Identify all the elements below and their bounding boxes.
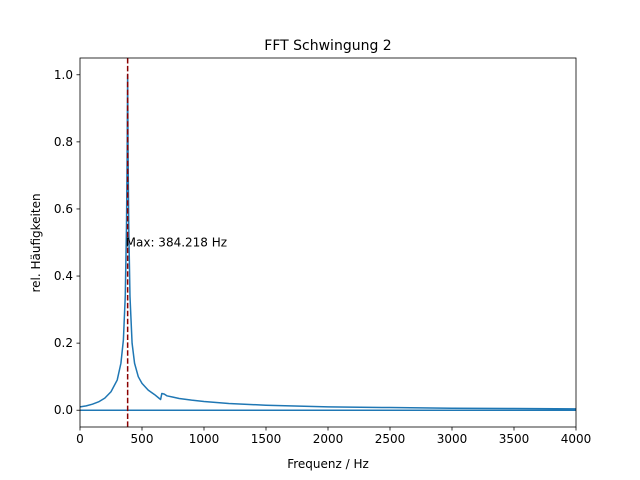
x-tick-label: 1500: [251, 432, 282, 446]
y-axis-label: rel. Häufigkeiten: [29, 193, 43, 292]
x-axis-label: Frequenz / Hz: [287, 457, 369, 471]
y-tick-label: 0.2: [54, 336, 73, 350]
clipped-marks: [80, 58, 576, 427]
y-tick-label: 0.6: [54, 202, 73, 216]
x-tick-label: 4000: [561, 432, 592, 446]
axis-ticks: 0 500 1000 1500 2000 2500 3000 3500 4000 0.0 0.2 0.…: [54, 68, 591, 446]
plot-area: [80, 58, 576, 427]
y-tick-label: 0.4: [54, 269, 73, 283]
series-line-0: [80, 74, 576, 410]
x-tick-label: 2500: [375, 432, 406, 446]
x-tick-label: 2000: [313, 432, 344, 446]
x-tick-label: 1000: [189, 432, 220, 446]
x-tick-label: 3500: [499, 432, 530, 446]
x-tick-label: 500: [131, 432, 154, 446]
y-tick-label: 0.0: [54, 403, 73, 417]
y-tick-label: 0.8: [54, 135, 73, 149]
x-tick-label: 0: [76, 432, 84, 446]
peak-annotation: Max: 384.218 Hz: [126, 236, 227, 250]
x-tick-label: 3000: [437, 432, 468, 446]
y-tick-label: 1.0: [54, 68, 73, 82]
chart-title: FFT Schwingung 2: [264, 38, 391, 54]
